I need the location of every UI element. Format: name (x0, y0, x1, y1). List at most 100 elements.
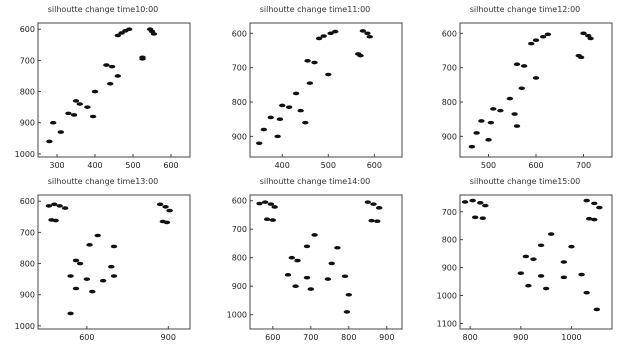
x-tick-label: 900 (161, 333, 176, 342)
data-point (366, 34, 373, 39)
data-point (260, 127, 268, 132)
data-point (108, 64, 116, 69)
data-point (65, 111, 72, 116)
data-point (532, 76, 540, 80)
data-point (506, 96, 514, 101)
data-point (359, 29, 367, 33)
data-point (294, 258, 301, 263)
data-point (583, 198, 590, 203)
data-point (163, 220, 171, 225)
data-point (522, 254, 530, 259)
chart-panel-4: silhoutte change time13:00 600 900 600 700 80… (8, 177, 198, 347)
data-point (70, 113, 78, 117)
x-tick-label: 400 (275, 161, 290, 170)
data-point (537, 243, 545, 248)
y-tick-label: 900 (232, 282, 247, 291)
data-point (284, 273, 292, 277)
data-point (45, 204, 53, 208)
y-tick-label: 800 (20, 260, 35, 269)
data-point (469, 198, 476, 203)
data-point (311, 233, 318, 237)
data-point (357, 53, 364, 58)
data-point (292, 284, 299, 289)
y-tick-label: 900 (232, 132, 247, 141)
chart-title: silhoutte change time12:00 (469, 5, 581, 14)
x-tick-label: 600 (528, 161, 543, 170)
data-point (269, 218, 276, 222)
data-point (596, 205, 603, 210)
data-point (320, 34, 327, 38)
plot-area: 600 700 800 900 600 700 800 900 1000 (227, 194, 403, 342)
data-point (292, 91, 300, 96)
data-point (50, 120, 57, 125)
y-tick-label: 600 (442, 29, 457, 38)
data-point (114, 33, 122, 38)
data-point (110, 244, 118, 249)
y-tick-label: 1000 (437, 292, 457, 301)
data-point (548, 232, 555, 236)
data-point (83, 277, 91, 281)
plot-area: 300 400 500 600 600 700 800 900 1000 (15, 22, 191, 170)
chart-panel-3: silhoutte change time12:00 500 600 700 600 70… (430, 5, 620, 175)
data-point (591, 201, 598, 206)
y-tick-label: 700 (232, 225, 247, 234)
data-point (162, 205, 169, 209)
chart-panel-1: silhoutte change time10:00 300 400 500 600 60… (8, 5, 198, 175)
axes-frame (37, 22, 191, 158)
data-point (57, 130, 64, 134)
data-point (482, 203, 489, 208)
chart-title: silhoutte change time15:00 (469, 177, 581, 186)
data-point (110, 274, 118, 278)
data-point (374, 219, 381, 224)
data-point (591, 217, 598, 222)
data-point (497, 108, 504, 113)
data-point (306, 81, 314, 85)
chart-panel-2: silhoutte change time11:00 400 500 600 600 70… (220, 5, 410, 175)
data-point (262, 200, 269, 204)
data-point (520, 64, 528, 68)
data-point (52, 218, 59, 223)
y-tick-label: 800 (20, 88, 35, 97)
data-point (72, 258, 80, 263)
y-tick-label: 600 (20, 197, 35, 206)
x-tick-label: 800 (341, 333, 356, 342)
y-tick-label: 600 (232, 29, 247, 38)
data-point (267, 115, 274, 120)
data-point (46, 139, 53, 144)
data-point (302, 120, 309, 125)
data-point (107, 81, 114, 86)
data-point (341, 274, 349, 279)
plot-area: 400 500 600 600 700 800 900 (232, 22, 403, 170)
data-point (267, 202, 275, 206)
data-point (578, 272, 585, 277)
y-tick-label: 800 (232, 254, 247, 263)
x-tick-label: 500 (321, 161, 336, 170)
x-tick-label: 1000 (561, 333, 581, 342)
axes-frame (459, 22, 613, 158)
data-point (67, 311, 74, 316)
data-point (370, 202, 377, 206)
chart-title: silhoutte change time11:00 (259, 5, 371, 14)
data-point (568, 244, 575, 249)
data-point (325, 72, 332, 77)
data-point (511, 112, 518, 116)
data-point (89, 114, 97, 119)
data-point (315, 36, 323, 41)
data-point (303, 275, 311, 280)
y-tick-label: 700 (20, 56, 35, 65)
data-point (544, 32, 552, 37)
y-tick-label: 1000 (15, 322, 35, 331)
data-point (332, 29, 339, 34)
data-point (328, 261, 335, 266)
data-point (580, 31, 587, 36)
data-point (304, 58, 311, 63)
axes-frame (37, 194, 191, 330)
x-tick-label: 800 (462, 333, 477, 342)
y-tick-label: 800 (442, 236, 457, 245)
data-point (468, 144, 476, 149)
x-tick-label: 500 (481, 161, 496, 170)
x-tick-label: 900 (513, 333, 528, 342)
data-point (139, 57, 146, 61)
data-point (274, 134, 281, 139)
data-point (585, 33, 592, 38)
